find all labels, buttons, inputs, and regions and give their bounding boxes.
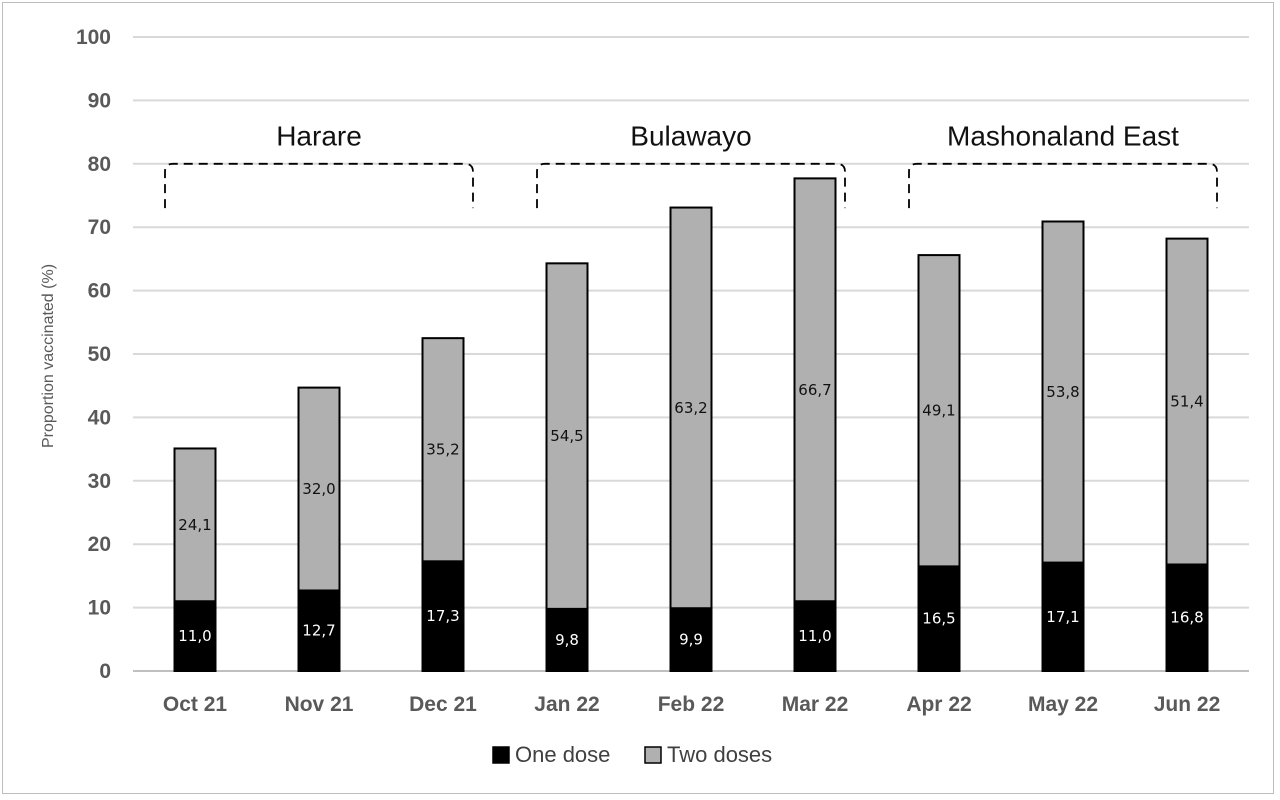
x-tick-label: Apr 22	[906, 693, 971, 716]
data-label: 32,0	[302, 480, 335, 498]
legend-label: One dose	[515, 742, 610, 767]
y-tick-label: 30	[88, 470, 111, 493]
bar-two-doses	[545, 262, 589, 610]
x-tick-label: Dec 21	[409, 693, 477, 716]
y-tick-label: 80	[88, 153, 111, 176]
group-label: Bulawayo	[630, 120, 751, 151]
group-label: Harare	[276, 120, 362, 151]
x-tick-label: May 22	[1028, 693, 1098, 716]
y-tick-label: 10	[88, 597, 111, 620]
y-tick-label: 60	[88, 280, 111, 303]
x-tick-label: Nov 21	[285, 693, 354, 716]
legend-swatch-two-doses	[644, 746, 662, 764]
bar-one-dose	[173, 600, 217, 673]
bar-two-doses	[669, 206, 713, 610]
bar-two-doses	[917, 254, 961, 568]
data-label: 24,1	[178, 516, 211, 534]
y-axis-title: Proportion vaccinated (%)	[40, 264, 57, 448]
bar-two-doses	[1041, 220, 1085, 564]
y-tick-label: 20	[88, 533, 111, 556]
data-label: 9,8	[555, 631, 579, 649]
x-tick-label: Feb 22	[658, 693, 725, 716]
data-label: 12,7	[302, 622, 335, 640]
data-label: 16,5	[922, 610, 955, 628]
bar-two-doses	[1165, 237, 1209, 566]
data-label: 35,2	[426, 441, 459, 459]
y-tick-label: 50	[88, 343, 111, 366]
data-label: 53,8	[1046, 383, 1079, 401]
data-label: 66,7	[798, 381, 831, 399]
group-bracket	[164, 162, 474, 209]
x-tick-label: Jun 22	[1154, 693, 1221, 716]
x-tick-label: Mar 22	[782, 693, 849, 716]
bar-one-dose	[297, 589, 341, 672]
data-label: 49,1	[922, 402, 955, 420]
data-label: 51,4	[1170, 393, 1203, 411]
bars	[173, 177, 1209, 673]
x-tick-label: Jan 22	[534, 693, 599, 716]
legend: One dose Two doses	[492, 742, 772, 767]
x-axis-ticks: Oct 21 Nov 21 Dec 21 Jan 22 Feb 22 Mar 22 Apr …	[163, 693, 1220, 716]
y-tick-label: 0	[99, 660, 111, 683]
bar-two-doses	[173, 447, 217, 603]
data-label: 54,5	[550, 427, 583, 445]
data-label: 63,2	[674, 399, 707, 417]
data-label: 17,1	[1046, 608, 1079, 626]
bar-one-dose	[917, 565, 961, 673]
group-label: Mashonaland East	[947, 120, 1179, 151]
y-axis-ticks: 0 10 20 30 40 50 60 70 80 90 100	[76, 26, 111, 683]
data-label: 9,9	[679, 631, 703, 649]
bar-two-doses	[421, 337, 465, 563]
data-label: 11,0	[178, 627, 211, 645]
y-tick-label: 40	[88, 406, 111, 429]
group-bracket	[908, 162, 1218, 209]
legend-swatch-one-dose	[492, 746, 510, 764]
data-label: 11,0	[798, 627, 831, 645]
y-tick-label: 70	[88, 216, 111, 239]
bar-one-dose	[421, 560, 465, 672]
bar-two-doses	[297, 386, 341, 592]
data-labels: 11,0 24,1 12,7 32,0 17,3 35,2 9,8 54,5 9,9 63,2 11…	[178, 381, 1203, 649]
bar-two-doses	[793, 177, 837, 603]
y-tick-label: 100	[76, 26, 111, 49]
group-bracket	[536, 162, 846, 209]
y-tick-label: 90	[88, 89, 111, 112]
legend-label: Two doses	[667, 742, 772, 767]
data-label: 17,3	[426, 607, 459, 625]
region-groups: Harare Bulawayo Mashonaland East	[164, 120, 1218, 209]
bar-one-dose	[1041, 561, 1085, 672]
x-tick-label: Oct 21	[163, 693, 228, 716]
data-label: 16,8	[1170, 609, 1203, 627]
